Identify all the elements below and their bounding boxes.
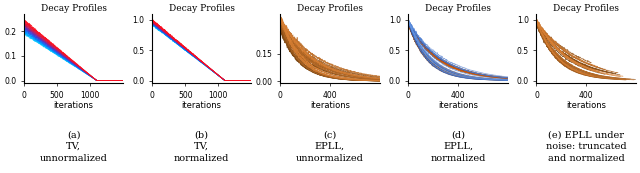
- Title: Decay Profiles: Decay Profiles: [553, 4, 619, 13]
- Title: Decay Profiles: Decay Profiles: [40, 4, 107, 13]
- Title: Decay Profiles: Decay Profiles: [297, 4, 363, 13]
- X-axis label: iterations: iterations: [310, 101, 350, 110]
- X-axis label: iterations: iterations: [438, 101, 478, 110]
- X-axis label: iterations: iterations: [54, 101, 93, 110]
- Text: (c)
EPLL,
unnormalized: (c) EPLL, unnormalized: [296, 130, 364, 163]
- Title: Decay Profiles: Decay Profiles: [169, 4, 235, 13]
- Text: (a)
TV,
unnormalized: (a) TV, unnormalized: [40, 130, 108, 163]
- Text: (d)
EPLL,
normalized: (d) EPLL, normalized: [430, 130, 486, 163]
- Text: (b)
TV,
normalized: (b) TV, normalized: [174, 130, 229, 163]
- X-axis label: iterations: iterations: [566, 101, 606, 110]
- Title: Decay Profiles: Decay Profiles: [425, 4, 491, 13]
- X-axis label: iterations: iterations: [182, 101, 221, 110]
- Text: (e) EPLL under
noise: truncated
and normalized: (e) EPLL under noise: truncated and norm…: [546, 130, 627, 163]
